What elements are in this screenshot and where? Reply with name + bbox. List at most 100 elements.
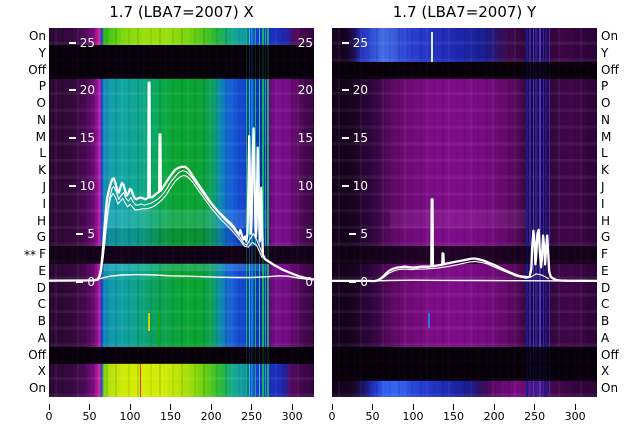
row-label-right-o-4: O xyxy=(601,96,611,111)
y-tick-label: 5 xyxy=(87,226,95,241)
dark-band-dim-2 xyxy=(49,61,314,79)
left-heatmap-panel: 25 20 15 10 5 0 25 20 15 10 5 0 xyxy=(49,28,314,397)
x-tick-dash-1-200 xyxy=(493,404,495,410)
heatmap-row-j-9 xyxy=(332,178,597,197)
vertical-feature-line-3 xyxy=(535,28,537,397)
right-heatmap-panel: 25 20 15 10 5 0 xyxy=(332,28,597,397)
y-tick-5: 5 xyxy=(49,226,95,242)
heatmap-row-x-20 xyxy=(49,363,314,381)
y-tick-25: 25 xyxy=(332,35,368,51)
x-tick-dash-0-200 xyxy=(210,404,212,410)
y-tick-label: 15 xyxy=(297,131,313,146)
y-tick-15: 15 xyxy=(49,130,95,146)
curve-baseline xyxy=(49,273,314,282)
row-label-right-h-11: H xyxy=(601,213,611,228)
vertical-feature-line-8 xyxy=(431,32,433,62)
heatmap-row-p-3 xyxy=(332,78,597,96)
row-label-right-off-2: Off xyxy=(601,62,619,77)
row-label-left-n-5: N xyxy=(37,112,46,127)
x-tick-dash-1-150 xyxy=(453,404,455,410)
y-tick-5: 5 xyxy=(332,226,368,242)
dark-band-dim-13 xyxy=(49,246,314,264)
right-panel-title: 1.7 (LBA7=2007) Y xyxy=(392,3,537,21)
vertical-feature-line-1 xyxy=(529,28,531,397)
row-label-left-k-8: K xyxy=(38,163,46,178)
row-label-right-l-7: L xyxy=(601,146,608,161)
row-label-left-on-21: On xyxy=(28,381,46,396)
heatmap-row-a-18 xyxy=(332,329,597,348)
y-tick-10: 10 xyxy=(332,178,368,194)
heatmap-row-o-4 xyxy=(49,95,314,113)
x-tick-label-0-300: 300 xyxy=(281,410,303,423)
heatmap-row-c-16 xyxy=(332,296,597,314)
vertical-feature-line-8 xyxy=(148,313,150,331)
row-label-left-h-11: H xyxy=(36,213,46,228)
y-tick-20: 20 xyxy=(49,82,95,98)
vertical-feature-line-7 xyxy=(548,28,550,397)
heatmap-row-i-10 xyxy=(332,195,597,214)
y-tick-dash xyxy=(349,280,357,283)
horizontal-band-1 xyxy=(104,228,268,246)
dark-band-dim-2 xyxy=(332,61,597,79)
vertical-feature-line-0 xyxy=(245,28,248,397)
row-label-left-y-1: Y xyxy=(38,45,46,60)
heatmap-row-b-17 xyxy=(332,313,597,331)
row-label-left-m-6: M xyxy=(35,129,46,144)
curve-amplitude xyxy=(49,81,314,282)
dark-band-dim-1 xyxy=(49,44,314,63)
heatmap-row-on-21 xyxy=(49,380,314,397)
y-tick-right-20: 20 xyxy=(282,82,313,98)
x-tick-label-1-100: 100 xyxy=(402,410,424,423)
curve-strand3 xyxy=(97,174,263,281)
dark-band-dim-19 xyxy=(49,346,314,365)
row-label-left-c-16: C xyxy=(37,297,46,312)
heatmap-row-b-17 xyxy=(49,313,314,331)
y-tick-label: 10 xyxy=(297,178,313,193)
y-tick-right-15: 15 xyxy=(282,130,313,146)
x-tick-label-0-100: 100 xyxy=(119,410,141,423)
x-tick-label-1-50: 50 xyxy=(365,410,380,423)
x-tick-dash-0-0 xyxy=(48,404,50,410)
horizontal-band-2 xyxy=(104,263,268,271)
row-label-left-off-19: Off xyxy=(28,347,46,362)
row-label-right-x-20: X xyxy=(601,364,610,379)
y-tick-label: 10 xyxy=(352,178,368,193)
curve-strand2 xyxy=(97,170,264,281)
x-tick-dash-0-300 xyxy=(291,404,293,410)
row-label-left-b-17: B xyxy=(37,314,46,329)
y-tick-right-0: 0 xyxy=(282,274,313,290)
heatmap-row-k-8 xyxy=(332,162,597,180)
curve-amplitude xyxy=(332,198,597,283)
vertical-feature-line-9 xyxy=(158,312,160,346)
x-tick-dash-1-0 xyxy=(331,404,333,410)
row-label-right-on-0: On xyxy=(601,29,619,43)
y-tick-10: 10 xyxy=(49,178,95,194)
row-label-right-e-14: E xyxy=(601,263,609,278)
y-tick-dash xyxy=(341,41,349,44)
vertical-feature-line-2 xyxy=(532,28,534,397)
heatmap-row-on-21 xyxy=(332,380,597,397)
y-tick-dash xyxy=(68,137,76,140)
x-tick-dash-1-250 xyxy=(534,404,536,410)
x-tick-label-1-200: 200 xyxy=(483,410,505,423)
row-label-right-a-18: A xyxy=(601,330,610,345)
row-label-right-off-19: Off xyxy=(601,347,619,362)
x-tick-label-1-250: 250 xyxy=(524,410,546,423)
y-tick-20: 20 xyxy=(332,82,368,98)
heatmap-row-d-15 xyxy=(49,279,314,298)
y-tick-dash xyxy=(341,184,349,187)
row-label-left-a-18: A xyxy=(37,330,46,345)
y-tick-label: 20 xyxy=(297,83,313,98)
heatmap-row-d-15 xyxy=(332,279,597,298)
horizontal-band-0 xyxy=(390,210,527,228)
x-tick-label-0-50: 50 xyxy=(82,410,97,423)
y-tick-label: 0 xyxy=(305,274,313,289)
dark-band-dim-19 xyxy=(332,346,597,365)
y-tick-dash xyxy=(76,280,84,283)
row-label-right-p-3: P xyxy=(601,79,609,94)
spectrum-curves xyxy=(332,198,597,283)
y-tick-0: 0 xyxy=(49,274,95,290)
x-tick-label-1-0: 0 xyxy=(328,410,336,423)
row-label-right-k-8: K xyxy=(601,163,609,178)
